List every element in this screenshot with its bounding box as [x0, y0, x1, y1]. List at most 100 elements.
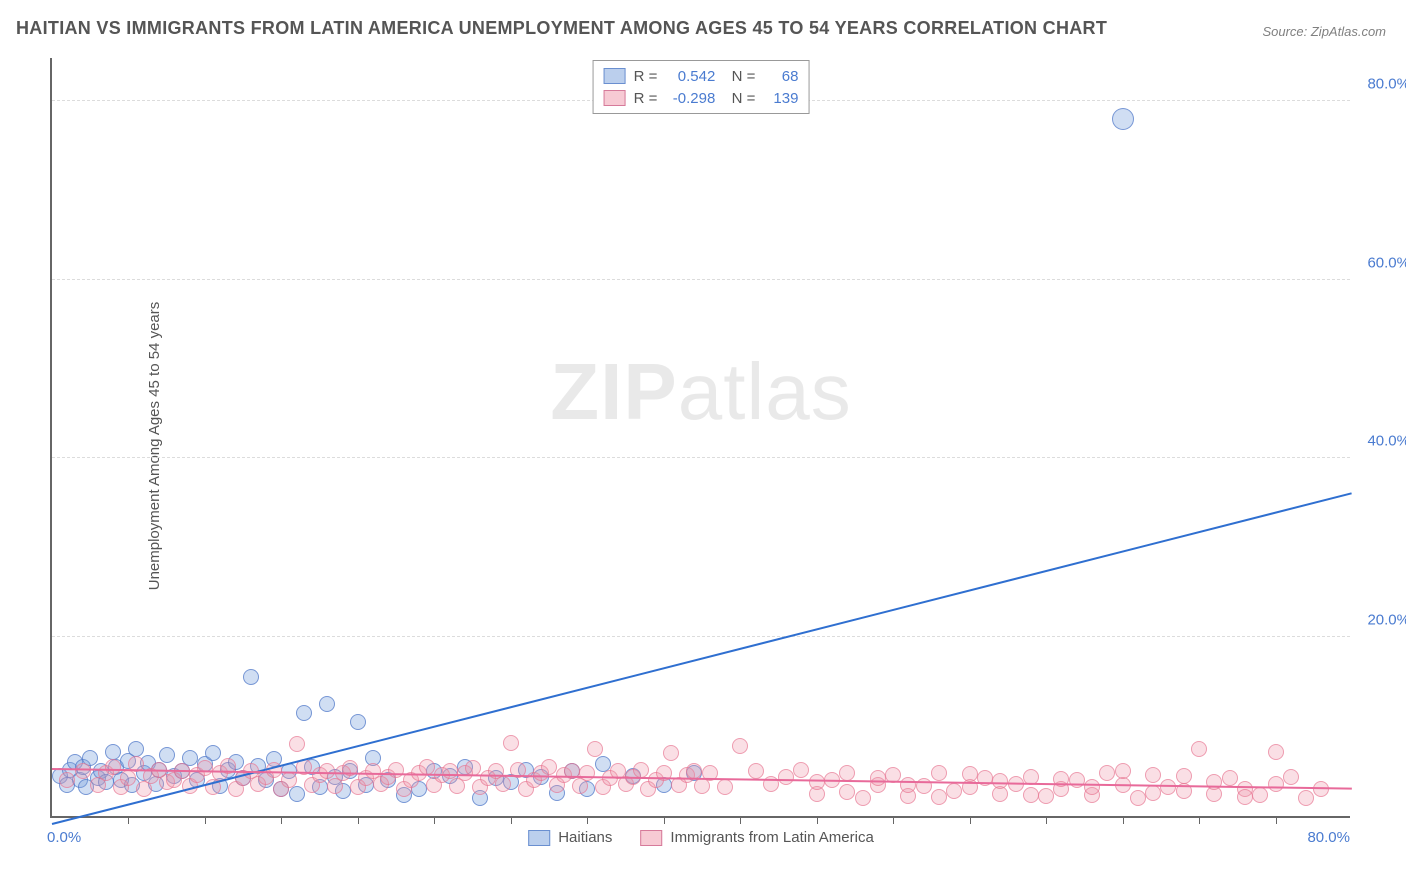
xtick: [205, 816, 206, 824]
scatter-point: [663, 745, 679, 761]
xtick: [281, 816, 282, 824]
xtick: [128, 816, 129, 824]
scatter-point: [1160, 779, 1176, 795]
scatter-point: [1283, 769, 1299, 785]
r-value-2: -0.298: [665, 90, 715, 107]
scatter-point: [1145, 767, 1161, 783]
scatter-point: [120, 770, 136, 786]
scatter-point: [855, 790, 871, 806]
chart-container: HAITIAN VS IMMIGRANTS FROM LATIN AMERICA…: [0, 0, 1406, 892]
n-value-2: 139: [763, 90, 798, 107]
swatch-pink-icon: [640, 830, 662, 846]
source-label: Source: ZipAtlas.com: [1262, 24, 1386, 39]
scatter-point: [732, 738, 748, 754]
scatter-point: [503, 735, 519, 751]
gridline: [52, 636, 1350, 637]
scatter-point: [946, 783, 962, 799]
x-max-label: 80.0%: [1307, 829, 1350, 846]
swatch-pink-icon: [604, 90, 626, 106]
scatter-point: [633, 762, 649, 778]
xtick: [434, 816, 435, 824]
legend-item-2: Immigrants from Latin America: [640, 829, 873, 846]
scatter-point: [1099, 765, 1115, 781]
gridline: [52, 457, 1350, 458]
scatter-point: [1237, 789, 1253, 805]
xtick: [1046, 816, 1047, 824]
watermark: ZIPatlas: [550, 346, 851, 438]
scatter-point: [105, 759, 121, 775]
scatter-point: [296, 705, 312, 721]
stats-row-2: R = -0.298 N = 139: [604, 87, 799, 109]
xtick: [817, 816, 818, 824]
scatter-point: [1112, 108, 1134, 130]
plot-area: ZIPatlas R = 0.542 N = 68 R = -0.298 N =…: [50, 58, 1350, 818]
xtick: [511, 816, 512, 824]
scatter-point: [419, 759, 435, 775]
legend-label-1: Haitians: [558, 829, 612, 846]
scatter-point: [541, 759, 557, 775]
stats-row-1: R = 0.542 N = 68: [604, 65, 799, 87]
scatter-point: [962, 766, 978, 782]
ytick-label: 40.0%: [1355, 433, 1406, 450]
xtick: [1199, 816, 1200, 824]
xtick: [893, 816, 894, 824]
xtick: [740, 816, 741, 824]
r-label: R =: [634, 90, 658, 107]
x-origin-label: 0.0%: [47, 829, 81, 846]
xtick: [1123, 816, 1124, 824]
scatter-point: [931, 765, 947, 781]
n-label: N =: [723, 68, 755, 85]
stats-box: R = 0.542 N = 68 R = -0.298 N = 139: [593, 60, 810, 114]
scatter-point: [128, 741, 144, 757]
scatter-point: [243, 669, 259, 685]
xtick: [1276, 816, 1277, 824]
scatter-point: [839, 784, 855, 800]
gridline: [52, 279, 1350, 280]
xtick: [970, 816, 971, 824]
scatter-point: [1069, 772, 1085, 788]
scatter-point: [579, 765, 595, 781]
scatter-point: [900, 777, 916, 793]
ytick-label: 20.0%: [1355, 612, 1406, 629]
scatter-point: [1176, 768, 1192, 784]
scatter-point: [1115, 763, 1131, 779]
scatter-point: [289, 786, 305, 802]
legend-label-2: Immigrants from Latin America: [670, 829, 873, 846]
legend-item-1: Haitians: [528, 829, 612, 846]
ytick-label: 60.0%: [1355, 254, 1406, 271]
xtick: [664, 816, 665, 824]
scatter-point: [105, 744, 121, 760]
scatter-point: [350, 714, 366, 730]
scatter-point: [197, 760, 213, 776]
r-value-1: 0.542: [665, 68, 715, 85]
scatter-point: [870, 770, 886, 786]
scatter-point: [1298, 790, 1314, 806]
swatch-blue-icon: [528, 830, 550, 846]
scatter-point: [809, 774, 825, 790]
scatter-point: [1268, 776, 1284, 792]
scatter-point: [319, 696, 335, 712]
n-label: N =: [723, 90, 755, 107]
ytick-label: 80.0%: [1355, 75, 1406, 92]
scatter-point: [931, 789, 947, 805]
scatter-point: [1038, 788, 1054, 804]
scatter-point: [495, 776, 511, 792]
xtick: [358, 816, 359, 824]
scatter-point: [281, 772, 297, 788]
scatter-point: [1222, 770, 1238, 786]
xtick: [587, 816, 588, 824]
scatter-point: [289, 736, 305, 752]
scatter-point: [793, 762, 809, 778]
scatter-point: [75, 763, 91, 779]
scatter-point: [1145, 785, 1161, 801]
chart-title: HAITIAN VS IMMIGRANTS FROM LATIN AMERICA…: [16, 18, 1107, 39]
scatter-point: [1023, 787, 1039, 803]
scatter-point: [717, 779, 733, 795]
scatter-point: [1130, 790, 1146, 806]
scatter-point: [748, 763, 764, 779]
scatter-point: [1084, 779, 1100, 795]
scatter-point: [587, 741, 603, 757]
scatter-point: [778, 769, 794, 785]
scatter-point: [1191, 741, 1207, 757]
bottom-legend: Haitians Immigrants from Latin America: [528, 829, 874, 846]
